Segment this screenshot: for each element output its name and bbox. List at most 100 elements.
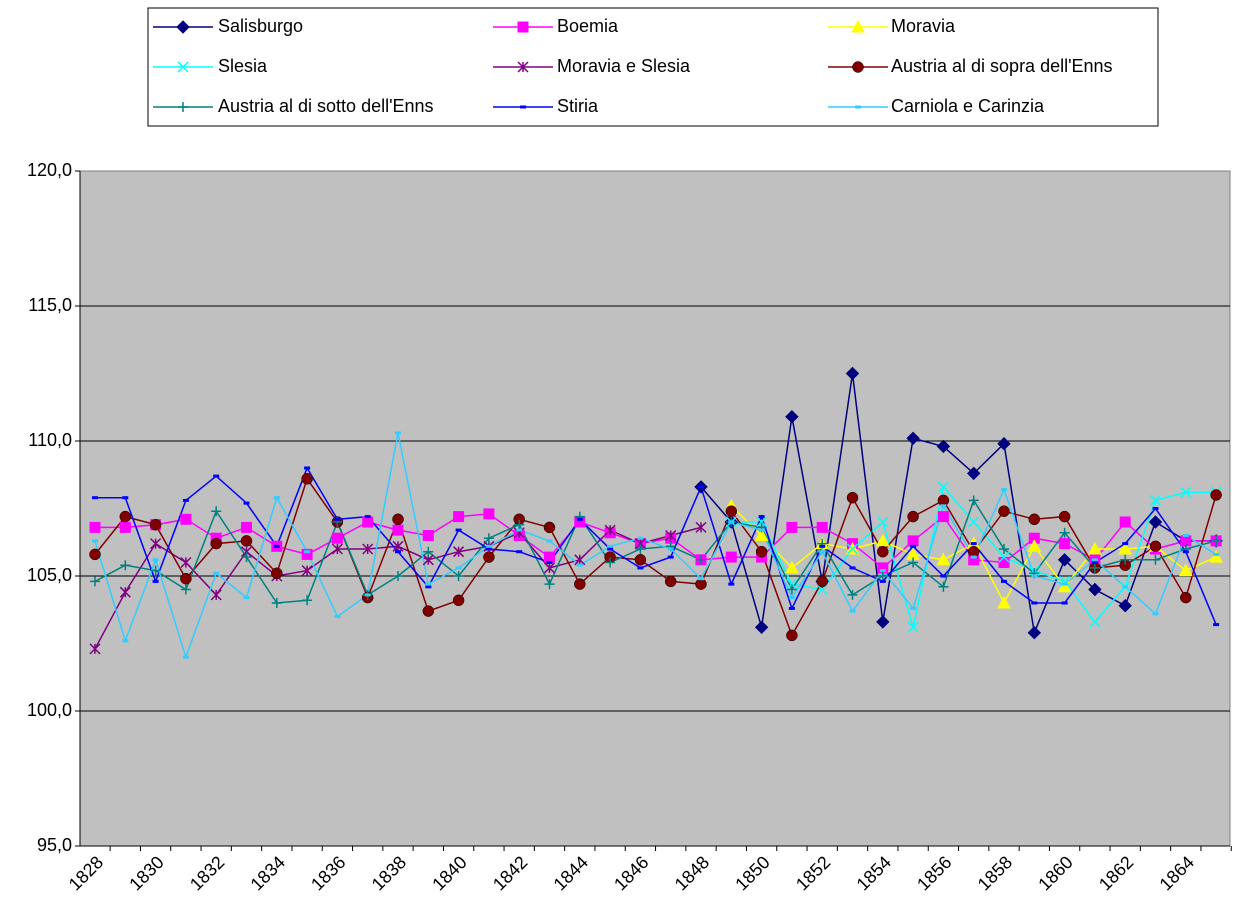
data-point [728, 582, 735, 586]
data-point [1119, 516, 1131, 528]
data-point [816, 521, 828, 533]
y-tick-label: 110,0 [28, 430, 72, 450]
x-tick-label: 1830 [125, 852, 167, 894]
data-point [150, 538, 162, 550]
data-point [819, 550, 826, 554]
data-point [1091, 561, 1098, 564]
data-point [1059, 527, 1070, 538]
data-point [725, 551, 737, 563]
data-point [1057, 553, 1072, 567]
data-point [968, 495, 979, 506]
data-point [273, 496, 280, 500]
data-point [758, 528, 765, 532]
data-point [1059, 575, 1071, 587]
legend-marker [852, 61, 864, 73]
data-point [362, 516, 374, 528]
data-point [695, 521, 707, 533]
data-point [395, 431, 401, 435]
data-point [423, 546, 434, 557]
data-point [999, 544, 1009, 554]
data-point [362, 543, 374, 555]
data-point [301, 565, 313, 577]
data-point [89, 521, 101, 533]
data-point [180, 572, 192, 585]
data-point [301, 548, 313, 560]
data-point [544, 579, 555, 590]
data-point [483, 508, 495, 520]
data-point [546, 561, 553, 564]
data-point [395, 550, 401, 554]
data-point [516, 550, 523, 554]
y-tick-label: 115,0 [28, 295, 72, 315]
data-point [331, 543, 343, 555]
data-point [1061, 601, 1068, 605]
data-point [910, 606, 917, 610]
data-point [210, 537, 222, 550]
data-point [1152, 507, 1159, 510]
legend-label: Austria al di sopra dell'Enns [891, 56, 1113, 76]
data-point [331, 532, 343, 544]
data-point [546, 539, 553, 543]
data-point [1088, 541, 1102, 555]
data-point [1150, 554, 1161, 565]
data-point [607, 544, 614, 548]
legend-marker [517, 61, 529, 73]
data-point [1209, 550, 1223, 563]
data-point [877, 545, 889, 558]
data-point [453, 511, 465, 523]
data-point [392, 513, 404, 526]
data-point [785, 560, 799, 574]
data-point [998, 505, 1010, 517]
data-point [576, 517, 583, 521]
data-point [180, 556, 192, 569]
x-tick-label: 1844 [550, 852, 592, 894]
data-point [788, 596, 795, 600]
data-point [604, 524, 616, 536]
data-point [605, 557, 616, 568]
legend-marker [176, 20, 190, 34]
data-point [845, 366, 860, 381]
data-point [938, 581, 949, 592]
data-point [334, 615, 341, 618]
data-point [846, 543, 859, 555]
data-point [483, 551, 495, 563]
data-point [698, 577, 704, 581]
data-point [696, 554, 706, 565]
data-point [543, 521, 556, 534]
data-point [1182, 534, 1189, 537]
data-point [271, 567, 283, 580]
data-point [937, 511, 949, 523]
data-point [425, 582, 432, 586]
data-point [243, 501, 250, 505]
data-point [213, 571, 220, 575]
data-point [665, 529, 677, 542]
data-point [968, 516, 980, 528]
data-point [1180, 486, 1192, 498]
data-point [816, 583, 828, 596]
data-point [243, 596, 250, 600]
legend-marker [177, 61, 189, 73]
x-tick-label: 1856 [913, 852, 955, 894]
data-point [1059, 538, 1071, 550]
data-point [728, 520, 735, 524]
data-point [392, 524, 404, 536]
data-point [422, 530, 434, 541]
data-point [1031, 601, 1038, 605]
data-point [483, 533, 494, 544]
data-point [907, 510, 919, 523]
legend-label: Moravia [891, 16, 956, 36]
x-tick-label: 1852 [792, 852, 834, 894]
series-line [95, 466, 1217, 625]
data-point [940, 574, 947, 578]
data-point [453, 546, 465, 558]
data-point [754, 528, 769, 541]
data-point [119, 510, 132, 523]
data-point [695, 578, 707, 590]
x-tick-label: 1828 [65, 852, 107, 894]
data-point [211, 506, 222, 517]
data-point [967, 545, 980, 558]
data-point [970, 542, 977, 546]
legend-marker [851, 19, 865, 33]
data-point [786, 584, 797, 595]
